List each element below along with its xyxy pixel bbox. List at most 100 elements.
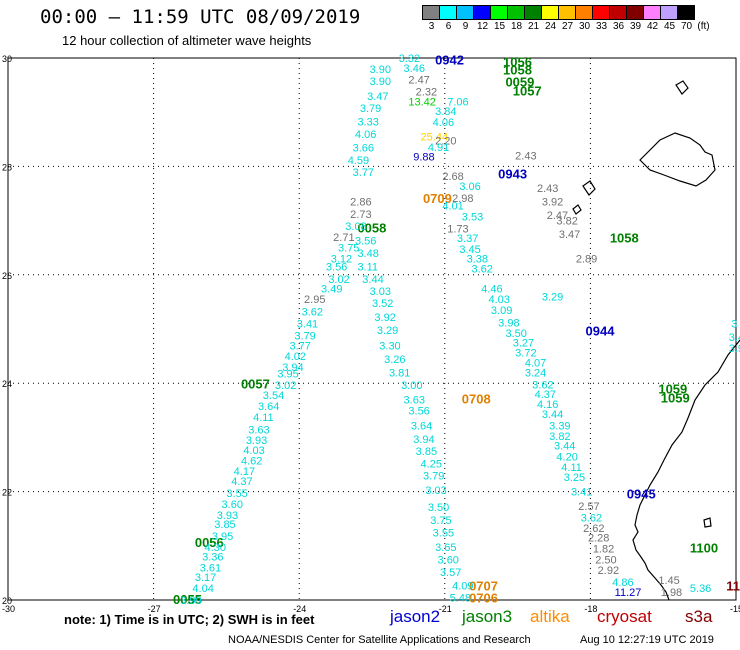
wave-height-label: 2.43 (537, 183, 558, 195)
wave-height-label: 3.62 (532, 379, 553, 391)
wave-height-label: 3.08 (345, 221, 366, 233)
lat-tick-label: 28 (2, 162, 12, 172)
lat-tick-label: 20 (2, 596, 12, 606)
wave-height-label: 13.42 (408, 96, 436, 108)
pass-time-label: 1056 (503, 54, 532, 69)
wave-height-label: 3.38 (467, 254, 488, 266)
wave-height-label: 2.73 (350, 209, 371, 221)
wave-height-label: 3.77 (353, 167, 374, 179)
wave-height-label: 3.44 (554, 441, 575, 453)
wave-height-label: 3.00 (401, 380, 422, 392)
wave-height-label: 3.60 (438, 554, 459, 566)
wave-height-label: 3.47 (367, 91, 388, 103)
wave-height-label: 2.95 (304, 294, 325, 306)
wave-height-label: 3.85 (214, 519, 235, 531)
pass-time-label: 0057 (241, 376, 270, 391)
lon-tick-label: -30 (2, 604, 15, 614)
wave-height-label: 3.47 (559, 229, 580, 241)
scale-label: 30 (578, 21, 591, 32)
canary-island-gomera (572, 204, 582, 215)
wave-height-label: 5.36 (690, 583, 711, 595)
wave-height-label: 3.99 (180, 595, 201, 607)
wave-height-label: 3.9 (729, 343, 740, 355)
wave-height-label: 4.02 (285, 351, 306, 363)
africa-coastline (632, 339, 740, 601)
wave-height-label: 3.45 (459, 244, 480, 256)
wave-height-label: 4.20 (556, 451, 577, 463)
scale-label: 18 (510, 21, 523, 32)
wave-height-label: 3.55 (433, 527, 454, 539)
wave-height-label: 3.24 (525, 367, 546, 379)
wave-height-label: 3.64 (411, 420, 432, 432)
wave-height-label: 4.07 (525, 358, 546, 370)
wave-height-label: 2.57 (578, 501, 599, 513)
wave-height-label: 3.56 (326, 262, 347, 274)
pass-time-label: 1059 (658, 382, 687, 397)
pass-time-label: 1100 (690, 541, 718, 556)
wave-height-label: 11.27 (615, 587, 642, 599)
island-small (703, 517, 712, 528)
wave-height-label: 3.03 (370, 286, 391, 298)
lon-tick-label: -15 (730, 604, 740, 614)
lon-tick-label: -27 (148, 604, 161, 614)
scale-label: 24 (544, 21, 557, 32)
wave-height-label: 4.62 (241, 456, 262, 468)
wave-height-label: 4.09 (452, 580, 473, 592)
pass-time-label: 1057 (513, 84, 542, 99)
pass-time-label: 0708 (462, 391, 491, 406)
wave-height-label: 3.82 (556, 216, 577, 228)
scale-label: 33 (595, 21, 608, 32)
wave-height-label: 3.79 (423, 470, 444, 482)
wave-height-label: 3.92 (374, 312, 395, 324)
wave-height-label: 2.92 (598, 565, 619, 577)
wave-height-label: 3.93 (217, 510, 238, 522)
wave-height-labels: 0942 105610580059105707090058094310580944… (173, 53, 740, 607)
scale-swatch (677, 5, 695, 20)
page-subtitle: 12 hour collection of altimeter wave hei… (62, 33, 312, 48)
scale-label: 27 (561, 21, 574, 32)
map-grid (7, 57, 737, 601)
wave-height-label: 3.90 (370, 76, 391, 88)
coastline (572, 80, 740, 601)
wave-height-label: 3.66 (353, 142, 374, 154)
wave-height-label: 2.28 (588, 533, 609, 545)
wave-height-label: 3.94 (282, 362, 303, 374)
wave-height-label: 3.55 (226, 488, 247, 500)
wave-height-label: 25.44 (421, 132, 449, 144)
pass-time-label: 0942 (435, 53, 464, 68)
wave-height-label: 3.56 (355, 236, 376, 248)
pass-time-label: 1058 (610, 230, 639, 245)
wave-height-label: 4.04 (192, 583, 213, 595)
wave-height-label: 4.46 (481, 283, 502, 295)
timestamp-text: Aug 10 12:27:19 UTC 2019 (580, 634, 714, 646)
wave-height-label: 3.63 (248, 424, 269, 436)
lat-tick-label: 26 (2, 271, 12, 281)
lat-tick-label: 22 (2, 488, 12, 498)
wave-height-label: 3.81 (389, 367, 410, 379)
wave-height-label: 3.02 (275, 380, 296, 392)
satellite-legend-altika: altika (530, 607, 570, 626)
wave-height-label: 3.52 (372, 298, 393, 310)
wave-height-label: 3.03 (425, 485, 446, 497)
satellite-legend-jason2: jason2 (390, 607, 441, 626)
wave-height-label: 3.93 (246, 435, 267, 447)
wave-height-label: 3.54 (263, 390, 284, 402)
satellite-legend-jason3: jason3 (462, 607, 513, 626)
pass-time-label: 0056 (195, 535, 224, 550)
color-scale-bar (422, 5, 695, 23)
wave-height-label: 2.86 (350, 197, 371, 209)
wave-height-label: 3.32 (399, 53, 420, 65)
wave-height-label: 4.37 (231, 476, 252, 488)
wave-height-label: 3.79 (360, 103, 381, 115)
wave-height-label: 2.71 (333, 232, 354, 244)
wave-height-label: 4.03 (243, 445, 264, 457)
lat-tick-label: 24 (2, 379, 12, 389)
credit-text: NOAA/NESDIS Center for Satellite Applica… (228, 634, 531, 646)
wave-height-label: 9.88 (413, 152, 434, 164)
pass-time-label: 0707 (469, 578, 498, 593)
scale-label: 15 (493, 21, 506, 32)
scale-label: 42 (646, 21, 659, 32)
wave-height-label: 4.06 (355, 129, 376, 141)
wave-height-label: 2.68 (442, 171, 463, 183)
